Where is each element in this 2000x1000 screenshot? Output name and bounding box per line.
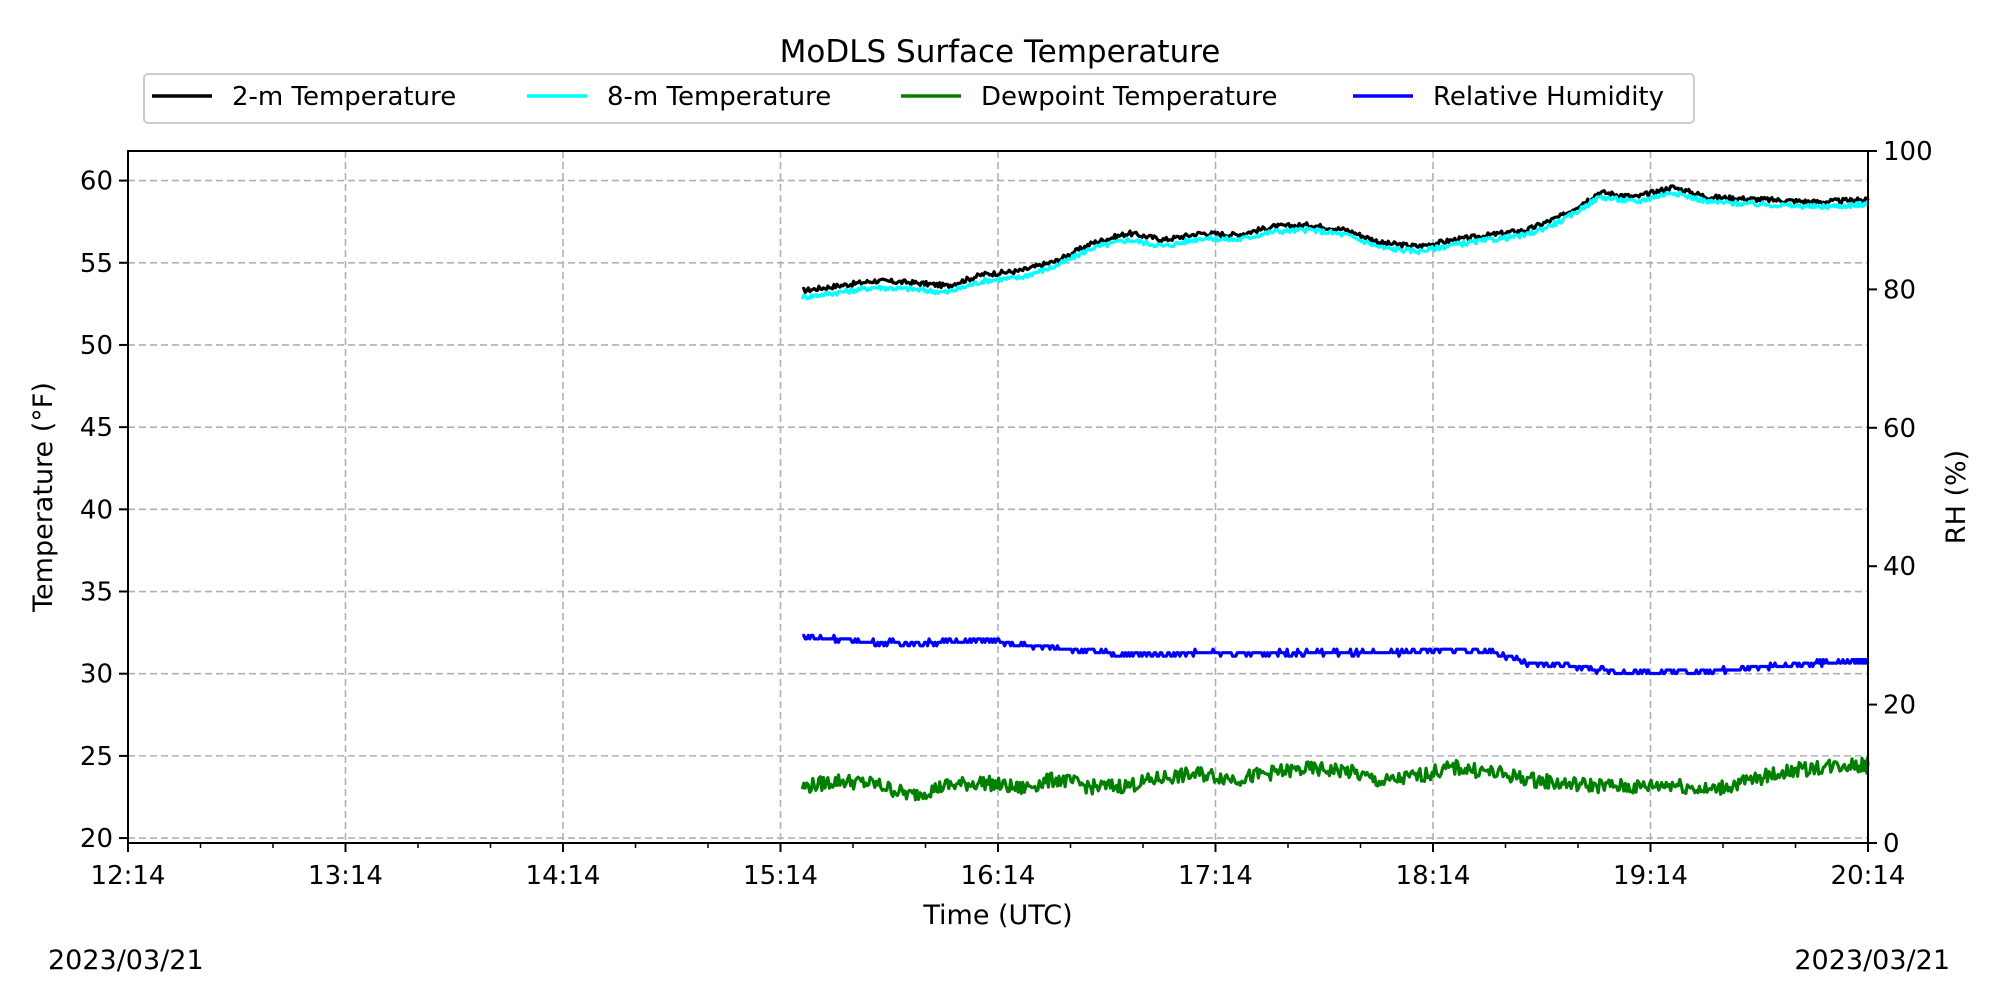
- y-tick-label: 30: [80, 660, 113, 690]
- y2-tick-label: 100: [1883, 137, 1933, 167]
- y2-axis-label: RH (%): [1941, 450, 1972, 544]
- x-tick-label: 19:14: [1613, 861, 1688, 891]
- series-line-relative-humidity: [802, 633, 1870, 676]
- y2-tick-label: 80: [1883, 275, 1916, 305]
- grid: [128, 151, 1868, 843]
- y2-tick-label: 0: [1883, 829, 1900, 859]
- y-tick-label: 45: [80, 413, 113, 443]
- chart-title: MoDLS Surface Temperature: [780, 34, 1221, 70]
- start-date-label: 2023/03/21: [48, 945, 204, 976]
- legend: 2-m Temperature 8-m Temperature Dewpoint T…: [143, 73, 1695, 124]
- x-axis-label: Time (UTC): [922, 900, 1072, 931]
- y-axis-right: 0 20 40 60 80 100: [1868, 137, 1933, 859]
- y-axis-left: 20 25 30 35 40 45 50 55 60: [80, 167, 128, 854]
- x-tick-label: 13:14: [308, 861, 383, 891]
- y-tick-label: 55: [80, 249, 113, 279]
- legend-frame: [143, 73, 1695, 124]
- y-tick-label: 50: [80, 331, 113, 361]
- x-tick-label: 18:14: [1396, 861, 1471, 891]
- legend-label-2-m-temperature: 2-m Temperature: [232, 82, 456, 112]
- x-tick-label: 20:14: [1831, 861, 1906, 891]
- x-tick-label: 17:14: [1178, 861, 1253, 891]
- y-tick-label: 60: [80, 167, 113, 197]
- plot-area: [127, 150, 1870, 844]
- y2-tick-label: 20: [1883, 691, 1916, 721]
- y-tick-label: 25: [80, 742, 113, 772]
- series-line-8-m-temperature: [800, 190, 1870, 301]
- x-tick-label: 15:14: [743, 861, 818, 891]
- y-tick-label: 40: [80, 495, 113, 525]
- series-line-dewpoint-temperature: [800, 756, 1870, 802]
- series-layer: [800, 184, 1870, 802]
- legend-label-8-m-temperature: 8-m Temperature: [607, 82, 831, 112]
- y-axis-label: Temperature (°F): [28, 382, 59, 613]
- y2-tick-label: 60: [1883, 414, 1916, 444]
- x-tick-label: 12:14: [91, 861, 166, 891]
- end-date-label: 2023/03/21: [1794, 945, 1950, 976]
- x-tick-label: 14:14: [526, 861, 601, 891]
- legend-label-dewpoint-temperature: Dewpoint Temperature: [981, 82, 1278, 112]
- legend-label-relative-humidity: Relative Humidity: [1433, 82, 1664, 112]
- y-tick-label: 20: [80, 824, 113, 854]
- x-axis: 12:14 13:14 14:14 15:14 16:14 17:14 18:14 19:14…: [91, 843, 1906, 891]
- x-tick-label: 16:14: [961, 861, 1036, 891]
- y2-tick-label: 40: [1883, 552, 1916, 582]
- y-tick-label: 35: [80, 578, 113, 608]
